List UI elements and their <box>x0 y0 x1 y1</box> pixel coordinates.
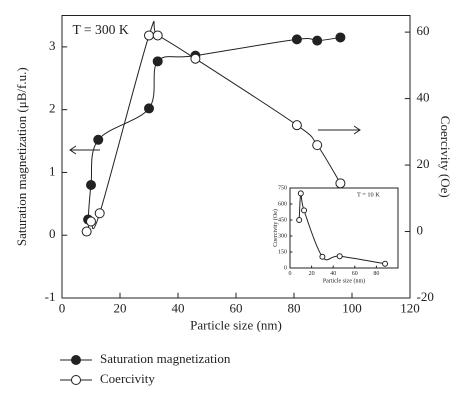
data-point <box>93 134 104 145</box>
y-tick-label: 0 <box>284 265 287 271</box>
x-tick-label: 120 <box>400 301 420 316</box>
y-tick-label: 150 <box>278 249 287 255</box>
y2-tick-label: 40 <box>417 90 430 105</box>
x-tick-label: 60 <box>352 271 358 277</box>
data-point <box>296 217 303 223</box>
x-tick-label: 40 <box>330 271 336 277</box>
x-tick-label: 60 <box>230 301 243 316</box>
data-point <box>291 120 302 131</box>
y-tick-label: 0 <box>49 226 56 241</box>
y-tick-label: -1 <box>45 289 56 304</box>
data-point <box>190 53 201 64</box>
x-tick-label: 100 <box>342 301 362 316</box>
y-tick-label: 600 <box>278 201 287 207</box>
y-tick-label: 2 <box>49 101 56 116</box>
y-axis-label: Saturation magnetization (μB/f.u.) <box>14 67 29 246</box>
data-point <box>382 260 389 267</box>
x-tick-label: 0 <box>59 301 66 316</box>
data-point <box>335 32 346 43</box>
data-point <box>152 56 163 67</box>
data-point <box>297 190 304 197</box>
x-tick-label: 40 <box>172 301 185 316</box>
y-axis-label: Coercivity (Oe) <box>272 209 279 247</box>
data-point <box>81 226 92 237</box>
data-point <box>86 216 96 227</box>
x-tick-label: 80 <box>288 301 301 316</box>
data-point <box>94 208 105 219</box>
data-point <box>144 30 154 41</box>
data-point <box>301 207 308 214</box>
x-tick-label: 20 <box>309 271 315 277</box>
y-tick-label: 300 <box>278 233 287 239</box>
x-tick-label: 80 <box>373 271 379 277</box>
legend-label: Saturation magnetization <box>100 351 231 366</box>
data-point <box>291 34 302 45</box>
annotation: T = 300 K <box>72 22 128 37</box>
data-point <box>336 253 343 260</box>
data-point <box>312 140 323 151</box>
x-tick-label: 0 <box>289 271 292 277</box>
legend-label: Coercivity <box>100 371 155 386</box>
legend-marker <box>71 375 81 385</box>
y2-axis-label: Coercivity (Oe) <box>438 116 453 198</box>
x-axis-label: Particle size (nm) <box>190 318 282 333</box>
data-point <box>312 35 323 46</box>
x-tick-label: 20 <box>114 301 127 316</box>
legend-marker <box>71 355 81 365</box>
data-point <box>319 253 326 260</box>
data-point <box>152 30 163 41</box>
data-point <box>86 180 96 190</box>
x-axis-label: Particle size (nm) <box>323 278 365 285</box>
y-tick-label: 450 <box>278 217 287 223</box>
y2-tick-label: 60 <box>417 23 430 38</box>
y2-tick-label: 20 <box>417 156 430 171</box>
data-point <box>335 178 346 189</box>
arrows <box>69 125 361 155</box>
y-tick-label: 1 <box>49 163 56 178</box>
y-tick-label: 750 <box>278 185 287 191</box>
y2-tick-label: 0 <box>417 223 424 238</box>
data-point <box>144 103 154 114</box>
y2-tick-label: -20 <box>417 289 434 304</box>
plot-frame <box>289 187 399 269</box>
annotation: T = 10 K <box>357 192 380 199</box>
y-tick-label: 3 <box>49 38 56 53</box>
